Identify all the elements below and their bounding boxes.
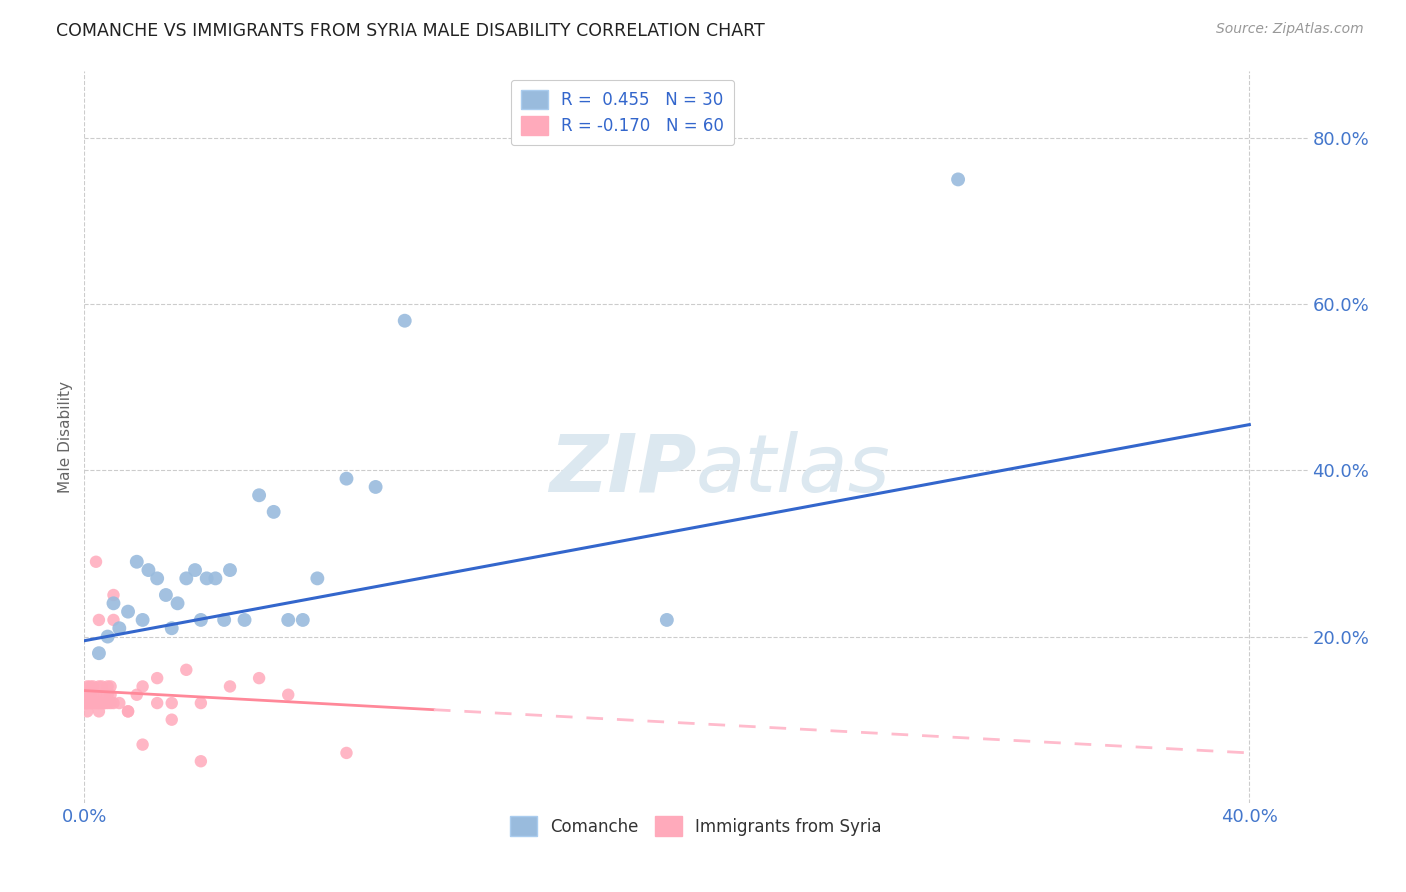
Point [146, 571, 169, 585]
Point [946, 172, 969, 186]
Point [125, 555, 148, 569]
Point [76, 705, 98, 719]
Point [117, 705, 139, 719]
Point [103, 596, 125, 610]
Text: Source: ZipAtlas.com: Source: ZipAtlas.com [1216, 22, 1364, 37]
Point [76, 696, 98, 710]
Point [90, 680, 112, 694]
Point [247, 488, 270, 502]
Point [87, 705, 110, 719]
Point [146, 696, 169, 710]
Point [291, 613, 314, 627]
Text: atlas: atlas [696, 431, 891, 509]
Point [77, 688, 100, 702]
Point [84, 696, 107, 710]
Point [233, 613, 256, 627]
Point [76, 688, 98, 702]
Point [117, 605, 139, 619]
Point [84, 696, 107, 710]
Point [97, 688, 120, 702]
Point [79, 688, 101, 702]
Point [82, 696, 104, 710]
Point [79, 696, 101, 710]
Point [307, 571, 329, 585]
Point [84, 688, 107, 702]
Point [655, 613, 678, 627]
Point [155, 588, 177, 602]
Point [87, 613, 110, 627]
Point [82, 696, 104, 710]
Point [394, 314, 416, 328]
Point [160, 713, 183, 727]
Text: ZIP: ZIP [548, 431, 696, 509]
Point [146, 671, 169, 685]
Point [100, 688, 122, 702]
Point [195, 571, 218, 585]
Point [82, 688, 104, 702]
Point [364, 480, 387, 494]
Point [87, 646, 110, 660]
Point [131, 613, 153, 627]
Point [335, 746, 357, 760]
Text: COMANCHE VS IMMIGRANTS FROM SYRIA MALE DISABILITY CORRELATION CHART: COMANCHE VS IMMIGRANTS FROM SYRIA MALE D… [56, 22, 765, 40]
Point [131, 680, 153, 694]
Point [75, 696, 97, 710]
Point [82, 680, 104, 694]
Point [75, 696, 97, 710]
Point [190, 696, 212, 710]
Point [100, 696, 122, 710]
Point [97, 630, 120, 644]
Point [82, 696, 104, 710]
Point [76, 680, 98, 694]
Point [108, 621, 131, 635]
Point [277, 613, 299, 627]
Point [160, 621, 183, 635]
Point [79, 680, 101, 694]
Point [166, 596, 188, 610]
Point [160, 696, 183, 710]
Point [212, 613, 235, 627]
Legend: Comanche, Immigrants from Syria: Comanche, Immigrants from Syria [501, 806, 891, 846]
Point [75, 688, 97, 702]
Point [100, 680, 122, 694]
Point [263, 505, 285, 519]
Point [87, 696, 110, 710]
Point [247, 671, 270, 685]
Point [108, 696, 131, 710]
Point [76, 696, 98, 710]
Y-axis label: Male Disability: Male Disability [58, 381, 73, 493]
Point [93, 688, 115, 702]
Point [125, 688, 148, 702]
Point [87, 680, 110, 694]
Point [79, 688, 101, 702]
Point [190, 613, 212, 627]
Point [184, 563, 207, 577]
Point [219, 680, 242, 694]
Point [93, 696, 115, 710]
Point [103, 696, 125, 710]
Point [174, 571, 197, 585]
Point [87, 696, 110, 710]
Point [103, 588, 125, 602]
Point [204, 571, 226, 585]
Point [138, 563, 160, 577]
Point [117, 705, 139, 719]
Point [131, 738, 153, 752]
Point [174, 663, 197, 677]
Point [79, 696, 101, 710]
Point [93, 696, 115, 710]
Point [97, 680, 120, 694]
Point [190, 754, 212, 768]
Point [103, 613, 125, 627]
Point [277, 688, 299, 702]
Point [90, 696, 112, 710]
Point [97, 696, 120, 710]
Point [219, 563, 242, 577]
Point [335, 472, 357, 486]
Point [90, 696, 112, 710]
Point [84, 555, 107, 569]
